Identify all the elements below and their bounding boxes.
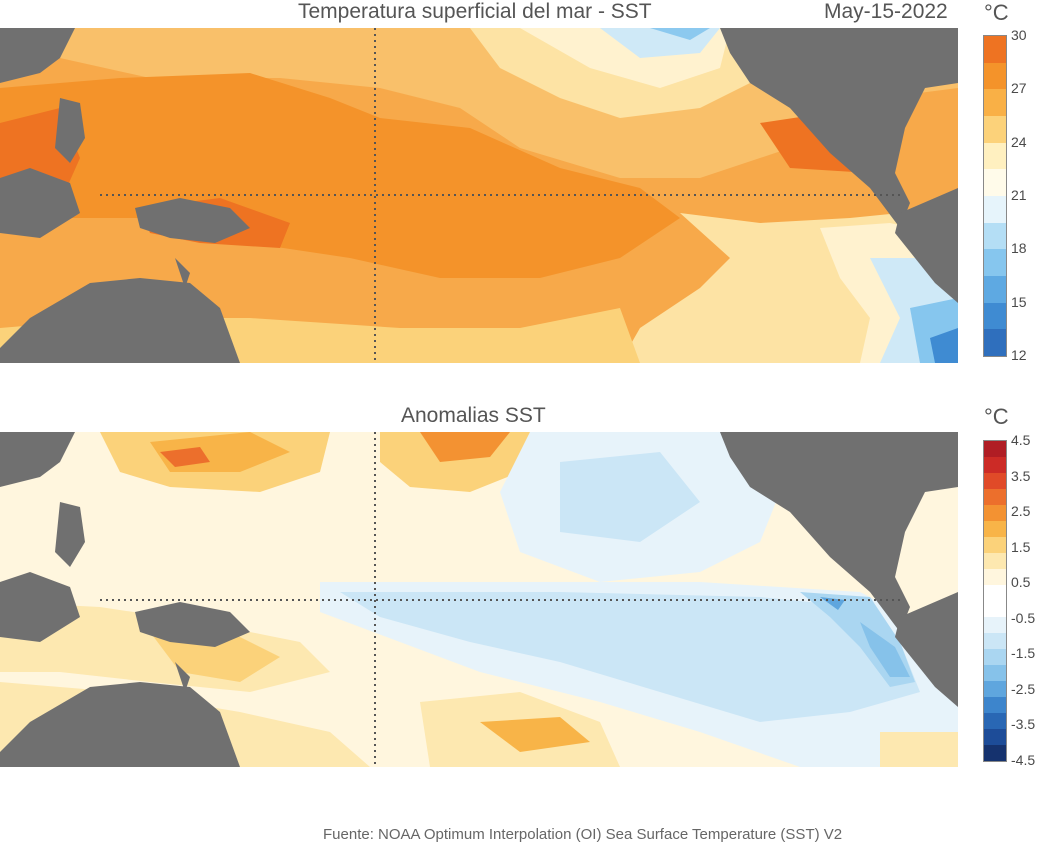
anomaly-colorbar-segment — [984, 505, 1006, 521]
anomaly-colorbar-segment — [984, 617, 1006, 633]
anomaly-colorbar-tick-label: -3.5 — [1011, 716, 1036, 733]
anomaly-colorbar-tick-label: -4.5 — [1011, 752, 1036, 768]
anomaly-colorbar-tick-label: -1.5 — [1011, 645, 1036, 662]
anomaly-colorbar — [983, 440, 1007, 762]
anomaly-colorbar-segment — [984, 585, 1006, 601]
sst-unit-label: °C — [984, 0, 1009, 25]
sst-colorbar-segment — [984, 222, 1006, 250]
sst-colorbar-segment — [984, 89, 1006, 116]
anomaly-colorbar-tick-label: -2.5 — [1011, 680, 1036, 697]
anomaly-colorbar-segment — [984, 441, 1006, 457]
sst-colorbar-segment — [984, 195, 1006, 223]
sst-colorbar-segment — [984, 36, 1006, 63]
anomaly-colorbar-segment — [984, 713, 1006, 729]
anomaly-colorbar-segment — [984, 745, 1006, 761]
sst-colorbar-segment — [984, 249, 1006, 276]
anomaly-colorbar-segment — [984, 665, 1006, 681]
anomaly-colorbar-tick-label: -0.5 — [1011, 609, 1036, 626]
sst-colorbar-segment — [984, 142, 1006, 170]
anomaly-colorbar-segment — [984, 553, 1006, 569]
sst-colorbar-segment — [984, 115, 1006, 143]
anomaly-colorbar-segment — [984, 473, 1006, 489]
sst-date-label: May-15-2022 — [824, 0, 948, 23]
anomaly-colorbar-segment — [984, 601, 1006, 617]
sst-map — [0, 28, 958, 363]
sst-colorbar-segment — [984, 275, 1006, 303]
anomaly-colorbar-tick-label: 2.5 — [1011, 503, 1031, 520]
sst-colorbar-tick-label: 21 — [1011, 187, 1027, 203]
anomaly-colorbar-tick-label: 0.5 — [1011, 574, 1031, 591]
sst-colorbar-segment — [984, 169, 1006, 196]
sst-colorbar — [983, 35, 1007, 357]
anomaly-colorbar-segment — [984, 489, 1006, 505]
sst-colorbar-tick-label: 27 — [1011, 80, 1027, 97]
anomaly-colorbar-segment — [984, 521, 1006, 537]
anomaly-colorbar-segment — [984, 649, 1006, 665]
sst-colorbar-segment — [984, 329, 1006, 356]
anomaly-colorbar-segment — [984, 681, 1006, 697]
sst-colorbar-segment — [984, 302, 1006, 330]
anomaly-colorbar-segment — [984, 697, 1006, 713]
anomaly-colorbar-segment — [984, 537, 1006, 553]
sst-colorbar-tick-label: 12 — [1011, 347, 1027, 363]
anomaly-colorbar-segment — [984, 729, 1006, 745]
sst-colorbar-tick-label: 30 — [1011, 27, 1027, 43]
anomaly-unit-label: °C — [984, 404, 1009, 429]
anomaly-map-graphic — [0, 432, 958, 767]
anomaly-colorbar-segment — [984, 633, 1006, 649]
source-caption: Fuente: NOAA Optimum Interpolation (OI) … — [323, 826, 843, 843]
sst-colorbar-tick-label: 15 — [1011, 293, 1027, 310]
anomaly-colorbar-tick-label: 4.5 — [1011, 432, 1031, 448]
sst-map-graphic — [0, 28, 958, 363]
anomaly-map-title: Anomalias SST — [401, 404, 546, 427]
anomaly-map — [0, 432, 958, 767]
anomaly-colorbar-segment — [984, 457, 1006, 473]
sst-colorbar-tick-label: 18 — [1011, 240, 1027, 257]
sst-colorbar-segment — [984, 62, 1006, 90]
sst-map-title: Temperatura superficial del mar - SST — [298, 0, 652, 23]
anomaly-colorbar-tick-label: 3.5 — [1011, 467, 1031, 484]
anomaly-colorbar-segment — [984, 569, 1006, 585]
anomaly-colorbar-tick-label: 1.5 — [1011, 538, 1031, 555]
sst-colorbar-tick-label: 24 — [1011, 133, 1027, 150]
